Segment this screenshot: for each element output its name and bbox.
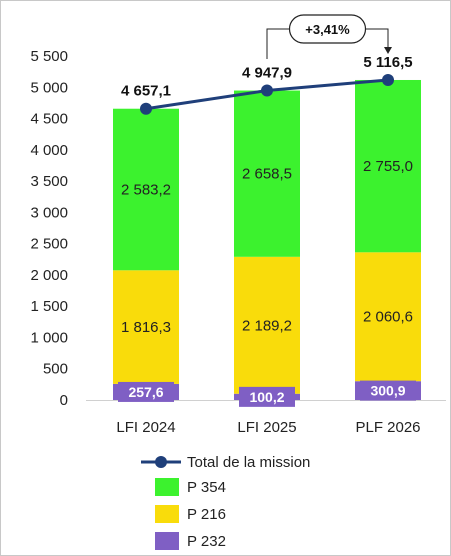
total-line-series: 4 657,1 4 947,9 5 116,5 xyxy=(121,54,413,115)
segment-data-label: 2 755,0 xyxy=(363,158,413,175)
legend: Total de la mission P 354 P 216 P 232 xyxy=(141,454,310,550)
y-tick-label: 4 500 xyxy=(30,111,68,128)
legend-swatch xyxy=(155,505,179,523)
y-tick-label: 5 000 xyxy=(30,79,68,96)
annotation-text: +3,41% xyxy=(305,22,350,37)
bar-segment-p-216 xyxy=(113,270,179,384)
bar-segment-p-354 xyxy=(355,79,421,253)
segment-data-label: 2 060,6 xyxy=(363,309,413,326)
y-tick-label: 5 500 xyxy=(30,48,68,65)
bar-segment-p-216 xyxy=(234,256,300,394)
legend-label: P 354 xyxy=(187,479,226,496)
total-point xyxy=(261,84,273,97)
y-tick-label: 500 xyxy=(43,361,68,378)
legend-label: P 216 xyxy=(187,506,226,523)
legend-swatch xyxy=(155,478,179,496)
legend-label: P 232 xyxy=(187,533,226,550)
legend-label: Total de la mission xyxy=(187,454,310,471)
p232-data-label: 100,2 xyxy=(249,389,284,405)
bar-segment-p-216 xyxy=(355,252,421,382)
total-data-label: 4 947,9 xyxy=(242,65,292,82)
y-tick-label: 3 500 xyxy=(30,173,68,190)
y-tick-label: 1 500 xyxy=(30,298,68,315)
y-tick-label: 3 000 xyxy=(30,204,68,221)
y-tick-label: 1 000 xyxy=(30,329,68,346)
y-tick-label: 2 500 xyxy=(30,236,68,253)
total-data-label: 4 657,1 xyxy=(121,83,171,100)
y-axis: 0 500 1 000 1 500 2 000 2 500 3 000 3 500 4 000 4… xyxy=(30,48,446,409)
p232-label-box xyxy=(118,381,174,402)
y-tick-label: 2 000 xyxy=(30,267,68,284)
x-category-label: LFI 2024 xyxy=(116,419,175,436)
y-tick-label: 0 xyxy=(60,392,68,409)
bars xyxy=(113,79,421,400)
p232-label-box xyxy=(360,380,416,401)
segment-data-label: 2 189,2 xyxy=(242,317,292,334)
annotation-bubble xyxy=(288,14,367,44)
annotation-arrowhead xyxy=(384,47,392,54)
segment-data-label: 1 816,3 xyxy=(121,319,171,336)
p232-data-label: 300,9 xyxy=(370,383,405,399)
legend-swatch xyxy=(155,532,179,550)
segment-data-label: 2 583,2 xyxy=(121,182,171,199)
y-tick-label: 4 000 xyxy=(30,142,68,159)
legend-line-marker xyxy=(155,456,167,468)
x-category-label: LFI 2025 xyxy=(237,419,296,436)
total-point xyxy=(140,102,152,115)
total-data-label: 5 116,5 xyxy=(363,54,412,71)
growth-annotation: +3,41% xyxy=(266,14,392,59)
segment-labels: 257,6 1 816,3 2 583,2 100,2 2 189,2 2 658,5 30… xyxy=(118,158,416,407)
total-point xyxy=(382,73,394,86)
x-category-label: PLF 2026 xyxy=(355,419,420,436)
x-axis-categories: LFI 2024 LFI 2025 PLF 2026 xyxy=(116,419,420,436)
bar-segment-p-354 xyxy=(113,108,179,271)
p232-label-box xyxy=(239,386,295,407)
p232-data-label: 257,6 xyxy=(128,384,163,400)
segment-data-label: 2 658,5 xyxy=(242,166,292,183)
bar-segment-p-354 xyxy=(234,90,300,257)
